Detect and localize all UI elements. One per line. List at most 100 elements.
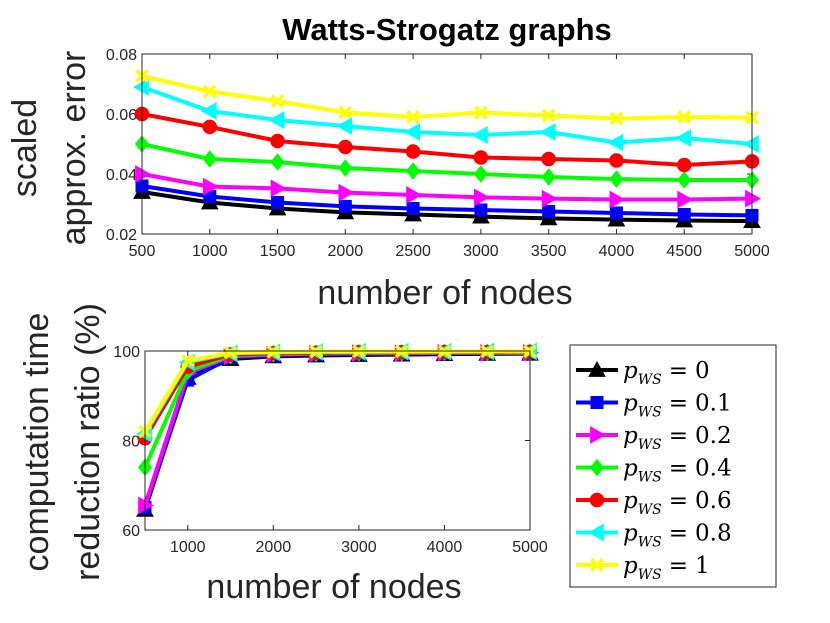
top-y-tick-label: 0.02 xyxy=(106,227,137,244)
top-x-tick-label: 1500 xyxy=(260,243,296,260)
top-data-point xyxy=(541,108,556,123)
top-series-5 xyxy=(132,78,759,153)
legend-entry: pWS = 0 xyxy=(576,358,710,388)
legend-marker xyxy=(588,360,606,377)
bottom-chart: computation time reduction ratio (%) num… xyxy=(18,303,548,606)
top-x-tick-label: 2500 xyxy=(395,243,431,260)
legend-label: pWS = 0.2 xyxy=(623,423,732,453)
top-data-point xyxy=(609,170,624,188)
top-data-point xyxy=(202,150,217,168)
top-y-label-line2: approx. error xyxy=(55,51,93,246)
top-x-tick-label: 5000 xyxy=(734,243,770,260)
top-y-label-line1: scaled xyxy=(6,99,44,197)
top-data-point xyxy=(677,110,692,124)
top-data-point xyxy=(541,151,556,167)
top-plot-frame xyxy=(141,53,753,235)
top-data-point xyxy=(677,208,691,221)
legend-marker xyxy=(590,426,607,444)
legend-operator: = xyxy=(669,488,688,514)
top-data-point xyxy=(202,84,217,99)
legend-operator: = xyxy=(669,456,688,482)
top-data-point xyxy=(542,205,556,218)
bottom-x-tick-label: 1000 xyxy=(170,539,206,556)
top-chart: Watts-Strogatz graphs scaled approx. err… xyxy=(6,12,770,312)
top-data-point xyxy=(609,206,623,220)
bottom-x-tick-label: 3000 xyxy=(341,539,377,556)
legend-operator: = xyxy=(669,423,688,449)
top-x-tick-label: 4000 xyxy=(599,243,635,260)
top-data-point xyxy=(676,157,692,173)
top-data-point xyxy=(541,168,556,186)
legend-entry: pWS = 0.1 xyxy=(576,391,732,421)
bottom-x-tick-label: 2000 xyxy=(256,539,292,556)
top-data-point xyxy=(677,190,694,209)
top-data-point xyxy=(338,159,353,177)
legend-symbol: p xyxy=(623,423,638,449)
legend-subscript: WS xyxy=(638,535,662,551)
top-chart-title: Watts-Strogatz graphs xyxy=(282,12,612,47)
top-data-point xyxy=(338,139,353,155)
bottom-ticks: 1000 2000 3000 4000 5000 60 80 100 xyxy=(113,344,548,556)
top-data-point xyxy=(677,171,692,189)
top-data-point xyxy=(745,189,762,208)
legend-label: pWS = 0 xyxy=(623,358,710,388)
bottom-y-label-line2: reduction ratio (%) xyxy=(69,303,107,581)
legend-marker xyxy=(589,458,605,477)
legend-value: 0.2 xyxy=(695,423,732,449)
top-series-line xyxy=(141,184,753,218)
top-data-point xyxy=(270,133,285,149)
top-x-tick-label: 500 xyxy=(129,243,156,260)
top-data-point xyxy=(539,123,556,141)
legend-marker xyxy=(589,492,605,508)
top-series-3 xyxy=(134,135,760,189)
legend-value: 0.8 xyxy=(695,521,732,547)
legend-subscript: WS xyxy=(638,437,662,453)
top-data-point xyxy=(742,135,759,153)
top-x-label: number of nodes xyxy=(317,274,572,312)
top-data-point xyxy=(202,119,218,135)
legend-symbol: p xyxy=(623,456,638,482)
top-y-tick-label: 0.06 xyxy=(106,107,137,124)
bottom-x-tick-label: 5000 xyxy=(512,539,548,556)
legend-subscript: WS xyxy=(638,567,662,583)
top-data-point xyxy=(270,153,285,171)
top-x-tick-label: 3000 xyxy=(463,243,499,260)
top-data-point xyxy=(338,183,355,202)
top-data-point xyxy=(132,78,149,96)
top-y-tick-label: 0.04 xyxy=(106,167,137,184)
top-series-line xyxy=(141,112,753,167)
top-data-point xyxy=(202,177,219,196)
bottom-y-tick-label: 60 xyxy=(122,523,140,540)
legend-operator: = xyxy=(669,521,688,547)
legend-symbol: p xyxy=(623,488,638,514)
top-series-line xyxy=(141,85,753,146)
top-data-point xyxy=(406,110,420,124)
legend-value: 0 xyxy=(695,358,710,384)
legend-label: pWS = 0.4 xyxy=(623,456,732,486)
bottom-x-tick-label: 4000 xyxy=(427,539,463,556)
top-data-point xyxy=(200,102,217,120)
legend-label: pWS = 0.6 xyxy=(623,488,732,518)
legend-subscript: WS xyxy=(638,502,662,518)
legend-entry: pWS = 0.4 xyxy=(576,456,732,486)
legend-value: 0.4 xyxy=(695,456,732,482)
legend-label: pWS = 0.1 xyxy=(623,391,732,421)
top-data-point xyxy=(271,196,285,209)
legend-label: pWS = 0.8 xyxy=(623,521,732,551)
top-data-point xyxy=(406,186,423,204)
top-series-line xyxy=(141,73,753,121)
top-data-point xyxy=(268,111,285,129)
top-data-point xyxy=(609,111,624,126)
top-series-1 xyxy=(135,179,759,222)
top-data-point xyxy=(473,165,488,183)
legend-subscript: WS xyxy=(638,470,662,486)
top-series-group xyxy=(132,69,762,228)
legend-marker xyxy=(587,523,604,542)
legend-subscript: WS xyxy=(638,405,662,421)
top-x-tick-label: 4500 xyxy=(666,243,702,260)
top-data-point xyxy=(405,144,421,159)
top-data-point xyxy=(270,179,287,198)
top-data-point xyxy=(474,105,488,120)
